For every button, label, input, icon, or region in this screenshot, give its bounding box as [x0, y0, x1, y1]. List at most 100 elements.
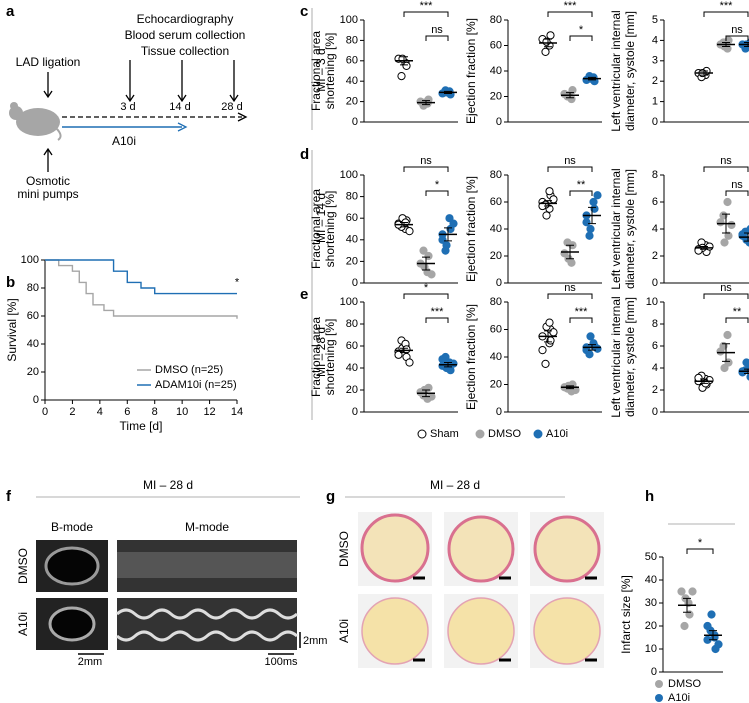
y-tick-label: 0	[496, 406, 502, 418]
x-tick-label: 4	[97, 406, 103, 418]
y-tick-label: 60	[490, 323, 502, 335]
data-point	[549, 328, 558, 337]
scale-label: 2mm	[303, 635, 327, 647]
y-tick-label: 40	[346, 75, 358, 87]
y-axis-label: diameter, systole [mm]	[623, 11, 637, 131]
data-point	[586, 224, 595, 234]
row-label: DMSO	[337, 531, 351, 567]
data-point	[582, 218, 591, 227]
x-tick-label: 2	[69, 406, 75, 418]
legend-label: DMSO (n=25)	[155, 364, 223, 376]
data-point	[589, 197, 598, 207]
row-lines	[36, 8, 735, 525]
legend-marker	[533, 429, 543, 439]
y-tick-label: 6	[652, 340, 658, 352]
data-point	[716, 218, 725, 227]
sem-bar	[544, 330, 552, 343]
data-point	[427, 270, 436, 279]
schematic-text: Osmotic	[26, 174, 70, 188]
y-tick-label: 80	[27, 282, 39, 294]
significance-bracket	[703, 166, 749, 172]
data-point	[419, 246, 428, 255]
y-axis-label: diameter, systole [mm]	[623, 169, 637, 289]
y-tick-label: 40	[346, 234, 358, 246]
sem-bar	[700, 378, 708, 384]
y-axis-label: shortening [%]	[323, 191, 337, 268]
significance-bracket	[403, 11, 449, 17]
y-tick-label: 6	[652, 196, 658, 208]
legend-label: Sham	[430, 428, 459, 440]
row-label: A10i	[16, 612, 30, 636]
schematic-text: Echocardiography	[137, 12, 234, 26]
y-axis-label: Fractional area	[309, 317, 323, 397]
y-axis-label: Left ventricular internal	[609, 296, 623, 417]
significance-bracket	[547, 11, 593, 17]
sem-bar	[700, 246, 708, 250]
y-tick-label: 50	[645, 551, 657, 563]
x-tick-label: 10	[176, 406, 188, 418]
sem-bar	[588, 344, 596, 351]
data-point	[720, 363, 729, 373]
legend-label: A10i	[546, 428, 568, 440]
row-label: MI – 3 d	[314, 48, 328, 91]
panel-title: MI – 28 d	[430, 478, 480, 492]
sem-bar	[588, 76, 596, 81]
sem-bar	[544, 38, 552, 48]
significance-label: ns	[564, 155, 576, 167]
data-point	[541, 47, 550, 56]
sem-bar	[683, 597, 691, 613]
y-tick-label: 2	[652, 250, 658, 262]
sem-bar	[722, 213, 730, 234]
significance-label: ns	[720, 155, 732, 167]
data-point	[694, 373, 703, 382]
y-tick-label: 80	[490, 169, 502, 181]
schematic-day: 28 d	[221, 101, 242, 113]
significance-label: *	[698, 537, 703, 549]
y-tick-label: 100	[21, 254, 39, 266]
sem-bar	[444, 227, 452, 242]
panel-letter: h	[645, 488, 654, 505]
data-point	[546, 31, 555, 40]
y-tick-label: 60	[490, 39, 502, 51]
significance-label: **	[733, 306, 742, 318]
schematic-text: LAD ligation	[16, 55, 81, 69]
y-tick-label: 100	[340, 169, 358, 181]
schematic-day: 14 d	[169, 101, 190, 113]
y-tick-label: 1	[652, 96, 658, 108]
significance-label: ***	[720, 0, 734, 12]
y-tick-label: 40	[645, 574, 657, 586]
y-tick-label: 20	[346, 96, 358, 108]
significance-bracket	[569, 35, 593, 41]
scale-label: 2mm	[78, 656, 102, 668]
y-tick-label: 20	[490, 378, 502, 390]
schematic-drug: A10i	[112, 134, 136, 148]
y-tick-label: 100	[340, 14, 358, 26]
y-tick-label: 20	[645, 620, 657, 632]
sem-bar	[744, 232, 749, 242]
sem-bar	[566, 385, 574, 390]
sem-bar	[744, 41, 749, 48]
sem-bar	[422, 100, 430, 106]
y-axis-label: Survival [%]	[5, 298, 19, 361]
legend-marker	[475, 429, 485, 439]
significance-label: *	[579, 24, 584, 36]
y-tick-label: 80	[346, 318, 358, 330]
row-label: MI – 14 d	[314, 193, 328, 243]
significance-label: ***	[431, 306, 445, 318]
data-point	[449, 219, 458, 228]
x-tick-label: 8	[152, 406, 158, 418]
significance-bracket	[569, 317, 593, 323]
y-tick-label: 80	[490, 14, 502, 26]
y-tick-label: 60	[346, 55, 358, 67]
row-label: MI – 28 d	[314, 327, 328, 377]
panel-letter: d	[300, 146, 309, 163]
significance-label: *	[435, 179, 440, 191]
panel-letter: b	[6, 274, 15, 291]
significance-bracket	[703, 293, 749, 299]
y-axis-label: Ejection fraction [%]	[464, 176, 478, 282]
annotation: *	[235, 276, 240, 288]
y-tick-label: 0	[652, 277, 658, 289]
y-tick-label: 4	[652, 362, 658, 374]
mouse-icon	[9, 102, 62, 141]
